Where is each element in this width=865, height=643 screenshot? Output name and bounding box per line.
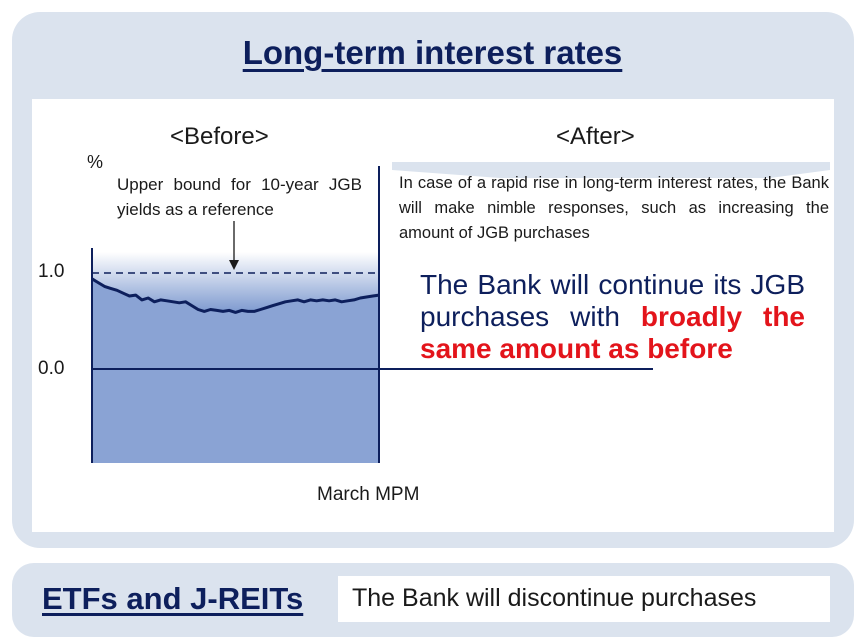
x-axis-label: March MPM (317, 484, 420, 505)
yield-line (91, 277, 380, 314)
after-callout-arrow (392, 162, 830, 178)
y-axis-unit: % (87, 152, 104, 172)
panel-title: Long-term interest rates (242, 34, 623, 71)
reference-note: Upper bound for 10-year JGB yields as a … (117, 175, 362, 219)
etf-text: The Bank will discontinue purchases (352, 584, 757, 612)
y-tick-0: 0.0 (38, 358, 65, 379)
etf-text-box (338, 576, 830, 622)
after-note: In case of a rapid rise in long-term int… (399, 174, 829, 242)
main-statement: The Bank will continue its JGB purchases… (420, 269, 805, 365)
before-heading: <Before> (170, 123, 269, 150)
y-tick-1: 1.0 (38, 261, 65, 282)
after-heading: <After> (556, 123, 635, 150)
etf-title: ETFs and J-REITs (42, 581, 304, 616)
main-statement-plain: The Bank will continue its JGB purchases… (420, 269, 805, 332)
reference-arrow-head (229, 260, 239, 270)
yield-area (92, 278, 379, 463)
main-statement-highlight: broadly the same amount as before (420, 301, 805, 364)
